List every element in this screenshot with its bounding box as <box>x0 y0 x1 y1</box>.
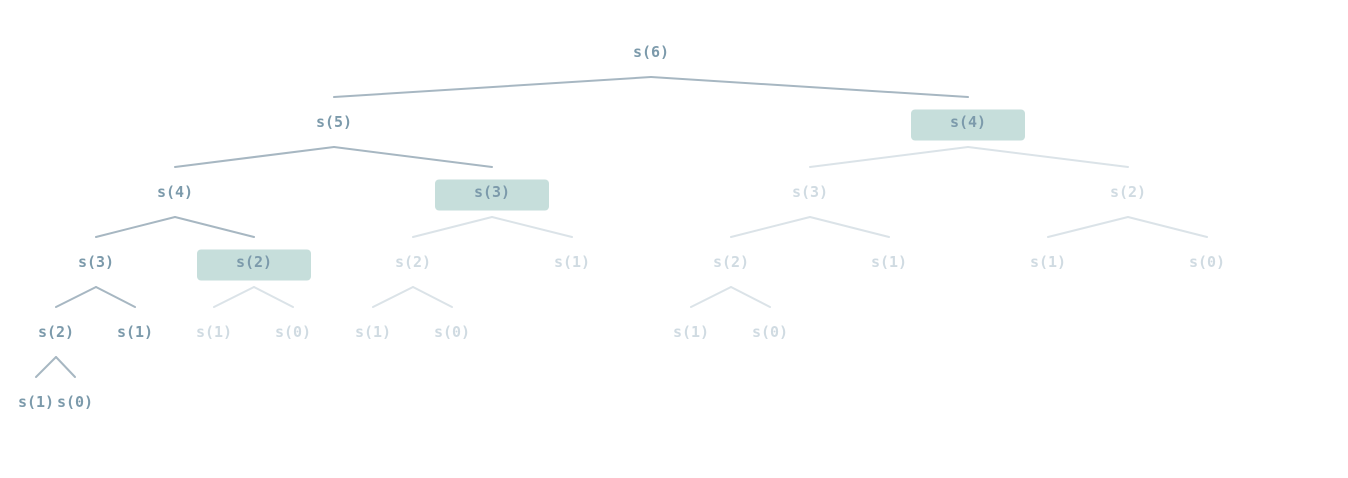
tree-node-label: s(2) <box>38 323 74 341</box>
tree-node: s(0) <box>275 323 311 341</box>
tree-node: s(1) <box>18 393 54 411</box>
tree-node: s(0) <box>434 323 470 341</box>
tree-edge-right <box>253 286 294 308</box>
tree-edges <box>35 76 1208 378</box>
tree-edge-right <box>967 146 1129 168</box>
tree-node-label: s(1) <box>355 323 391 341</box>
tree-node: s(1) <box>554 253 590 271</box>
tree-node: s(4) <box>911 109 1025 141</box>
tree-node-label: s(2) <box>236 253 272 271</box>
tree-node: s(6) <box>633 43 669 61</box>
tree-node-label: s(1) <box>554 253 590 271</box>
tree-node: s(1) <box>1030 253 1066 271</box>
tree-node: s(1) <box>355 323 391 341</box>
tree-edge-left <box>213 286 255 308</box>
tree-node: s(5) <box>316 113 352 131</box>
tree-node-label: s(1) <box>117 323 153 341</box>
tree-edge-left <box>372 286 414 308</box>
tree-edge-right <box>412 286 453 308</box>
tree-edge-right <box>650 76 969 98</box>
tree-edge-left <box>55 286 97 308</box>
tree-node-label: s(0) <box>275 323 311 341</box>
tree-edge-left <box>690 286 732 308</box>
tree-node-label: s(2) <box>395 253 431 271</box>
tree-node: s(3) <box>78 253 114 271</box>
tree-node: s(3) <box>435 179 549 211</box>
tree-node: s(2) <box>713 253 749 271</box>
tree-node-label: s(2) <box>1110 183 1146 201</box>
tree-node-label: s(1) <box>1030 253 1066 271</box>
tree-node: s(0) <box>1189 253 1225 271</box>
tree-node-label: s(3) <box>78 253 114 271</box>
tree-edge-right <box>95 286 136 308</box>
tree-node-label: s(1) <box>673 323 709 341</box>
tree-node-label: s(2) <box>713 253 749 271</box>
tree-edge-left <box>809 146 969 168</box>
tree-node-label: s(0) <box>752 323 788 341</box>
tree-edge-left <box>174 146 335 168</box>
tree-node: s(4) <box>157 183 193 201</box>
tree-node: s(0) <box>57 393 93 411</box>
tree-node-label: s(4) <box>157 183 193 201</box>
tree-node: s(0) <box>752 323 788 341</box>
tree-node: s(2) <box>38 323 74 341</box>
tree-node-label: s(3) <box>792 183 828 201</box>
tree-edge-left <box>95 216 176 238</box>
tree-edge-right <box>730 286 771 308</box>
tree-node-label: s(4) <box>950 113 986 131</box>
tree-node-label: s(1) <box>18 393 54 411</box>
tree-edge-left <box>1047 216 1129 238</box>
tree-node-label: s(0) <box>1189 253 1225 271</box>
memoized-node-highlight <box>911 109 1025 141</box>
tree-node-label: s(3) <box>474 183 510 201</box>
tree-node: s(3) <box>792 183 828 201</box>
tree-edge-left <box>333 76 652 98</box>
memoized-node-highlight <box>435 179 549 211</box>
tree-node-label: s(0) <box>434 323 470 341</box>
tree-edge-left <box>35 356 57 378</box>
tree-node: s(1) <box>196 323 232 341</box>
tree-node: s(1) <box>117 323 153 341</box>
tree-node: s(1) <box>673 323 709 341</box>
tree-node: s(1) <box>871 253 907 271</box>
tree-edge-right <box>55 356 76 378</box>
tree-node-label: s(1) <box>871 253 907 271</box>
tree-node-label: s(1) <box>196 323 232 341</box>
tree-edge-right <box>1127 216 1208 238</box>
tree-node-label: s(0) <box>57 393 93 411</box>
tree-edge-right <box>809 216 890 238</box>
tree-edge-right <box>491 216 573 238</box>
memoized-node-highlight <box>197 249 311 281</box>
tree-edge-right <box>174 216 255 238</box>
tree-node-label: s(5) <box>316 113 352 131</box>
tree-edge-left <box>730 216 811 238</box>
tree-node: s(2) <box>1110 183 1146 201</box>
tree-edge-left <box>412 216 493 238</box>
tree-node-label: s(6) <box>633 43 669 61</box>
tree-node: s(2) <box>197 249 311 281</box>
tree-edge-right <box>333 146 493 168</box>
tree-node: s(2) <box>395 253 431 271</box>
tree-nodes: s(6) s(5) s(4) s(4) s(3) s(3) s(2) s(3) s(2) s(2)… <box>18 43 1225 411</box>
